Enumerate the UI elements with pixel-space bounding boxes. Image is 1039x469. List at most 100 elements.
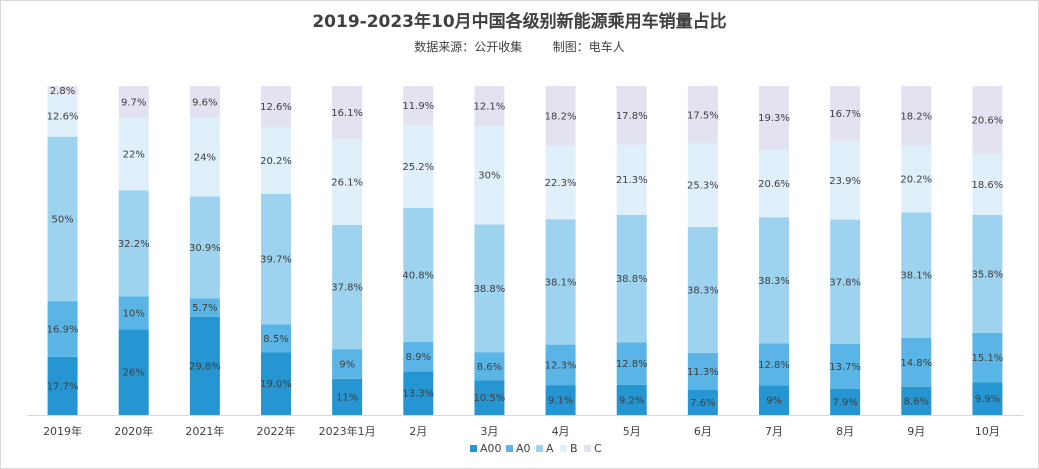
data-label-b-0: 12.6% bbox=[47, 111, 79, 122]
bar-segment-a00-12 bbox=[901, 386, 932, 415]
x-tick-label-8: 5月 bbox=[623, 425, 641, 438]
data-label-a0-7: 12.3% bbox=[545, 360, 577, 371]
data-label-a0-10: 12.8% bbox=[758, 360, 790, 371]
bar-segment-a00-1 bbox=[118, 329, 149, 415]
bars-group bbox=[47, 86, 1003, 415]
legend-swatch-a00 bbox=[470, 445, 477, 452]
data-label-c-12: 18.2% bbox=[900, 111, 932, 122]
data-label-a0-8: 12.8% bbox=[616, 359, 648, 370]
legend: A00 A0 A B C bbox=[470, 442, 602, 455]
bar-segment-b-12 bbox=[901, 145, 932, 213]
data-label-c-11: 16.7% bbox=[829, 109, 861, 120]
bar-segment-a0-5 bbox=[403, 342, 434, 372]
bar-segment-a0-6 bbox=[474, 352, 505, 381]
data-label-a00-6: 10.5% bbox=[474, 393, 506, 404]
data-label-a00-4: 11% bbox=[336, 392, 358, 403]
bar-segment-a00-0 bbox=[47, 356, 78, 415]
bar-segment-a00-3 bbox=[261, 352, 291, 415]
data-label-a-2: 30.9% bbox=[189, 243, 221, 254]
bar-segment-a-7 bbox=[545, 219, 576, 345]
data-label-c-1: 9.7% bbox=[121, 97, 146, 108]
legend-swatch-a0 bbox=[506, 445, 513, 452]
x-tick-label-0: 2019年 bbox=[43, 424, 82, 438]
x-tick-label-11: 8月 bbox=[836, 425, 854, 438]
data-label-a-7: 38.1% bbox=[545, 277, 577, 288]
x-tick-label-12: 9月 bbox=[907, 425, 925, 438]
bar-segment-c-0 bbox=[47, 86, 78, 96]
bar-segment-a00-13 bbox=[972, 382, 1003, 415]
bar-segment-b-13 bbox=[972, 153, 1003, 215]
x-tick-label-3: 2022年 bbox=[257, 424, 296, 438]
data-label-a00-2: 29.8% bbox=[189, 361, 221, 372]
bar-segment-a-4 bbox=[332, 224, 363, 350]
x-tick-label-2: 2021年 bbox=[185, 424, 224, 438]
data-label-c-6: 12.1% bbox=[474, 101, 506, 112]
x-tick-label-4: 2023年1月 bbox=[319, 424, 376, 438]
data-label-b-4: 26.1% bbox=[331, 177, 363, 188]
bar-segment-c-11 bbox=[830, 86, 861, 141]
chart-title: 2019-2023年10月中国各级别新能源乘用车销量占比 bbox=[312, 12, 727, 32]
bar-segment-b-2 bbox=[189, 117, 220, 197]
data-label-a0-0: 16.9% bbox=[47, 324, 79, 335]
bar-segment-c-8 bbox=[616, 86, 647, 145]
data-label-c-4: 16.1% bbox=[331, 108, 363, 119]
data-label-b-5: 25.2% bbox=[402, 162, 434, 173]
bar-segment-b-8 bbox=[616, 144, 647, 215]
data-label-a00-8: 9.2% bbox=[619, 395, 644, 406]
bar-segment-a0-4 bbox=[332, 349, 363, 379]
bar-segment-b-4 bbox=[332, 138, 363, 225]
data-label-a-13: 35.8% bbox=[972, 269, 1004, 280]
x-tick-label-10: 7月 bbox=[765, 425, 783, 438]
data-label-b-6: 30% bbox=[478, 171, 500, 182]
bar-segment-a-1 bbox=[118, 190, 149, 297]
legend-swatch-c bbox=[584, 445, 591, 452]
bar-segment-a00-8 bbox=[616, 384, 647, 415]
data-label-c-5: 11.9% bbox=[402, 101, 434, 112]
data-label-a-1: 32.2% bbox=[118, 239, 150, 250]
x-tick-label-13: 10月 bbox=[975, 425, 1000, 438]
bar-segment-c-3 bbox=[261, 86, 291, 128]
data-label-c-8: 17.8% bbox=[616, 111, 648, 122]
legend-label-a00: A00 bbox=[480, 442, 502, 455]
data-label-a00-13: 9.9% bbox=[975, 394, 1000, 405]
data-label-b-2: 24% bbox=[194, 153, 216, 164]
bar-segment-a00-11 bbox=[830, 389, 861, 415]
bar-segment-b-3 bbox=[261, 127, 291, 194]
data-label-a0-13: 15.1% bbox=[972, 353, 1004, 364]
data-label-a-6: 38.8% bbox=[474, 284, 506, 295]
data-label-c-9: 17.5% bbox=[687, 110, 719, 121]
bar-segment-a00-7 bbox=[545, 385, 576, 415]
source-text: 数据来源：公开收集 bbox=[414, 40, 523, 54]
data-label-a00-1: 26% bbox=[123, 368, 145, 379]
bar-segment-a0-3 bbox=[261, 324, 291, 353]
bar-segment-a0-8 bbox=[616, 342, 647, 385]
bar-segment-c-7 bbox=[545, 86, 576, 146]
bar-segment-c-10 bbox=[759, 86, 789, 150]
bar-segment-c-6 bbox=[474, 86, 505, 126]
data-label-c-3: 12.6% bbox=[260, 102, 292, 113]
data-labels-group: 17.7% 16.9% 50% 12.6% 2.8% 26% 10% 32.2% 22% 9.7%… bbox=[47, 86, 1004, 409]
bar-segment-a-12 bbox=[901, 212, 932, 338]
bar-segment-a-8 bbox=[616, 214, 647, 343]
bar-segment-a00-5 bbox=[403, 371, 434, 415]
bar-segment-a-11 bbox=[830, 219, 861, 344]
legend-label-a0: A0 bbox=[516, 442, 531, 455]
data-label-a0-5: 8.9% bbox=[406, 352, 431, 363]
bar-segment-b-9 bbox=[687, 143, 718, 227]
bar-segment-b-10 bbox=[759, 149, 789, 218]
bar-segment-c-9 bbox=[687, 86, 718, 144]
bar-segment-a0-12 bbox=[901, 337, 932, 387]
bar-segment-a-3 bbox=[261, 193, 291, 325]
data-label-a00-12: 8.6% bbox=[904, 396, 929, 407]
data-label-a0-11: 13.7% bbox=[829, 362, 861, 373]
data-label-a0-2: 5.7% bbox=[192, 303, 217, 314]
bar-segment-a00-4 bbox=[332, 378, 363, 415]
data-label-c-2: 9.6% bbox=[192, 97, 217, 108]
bar-segment-a0-13 bbox=[972, 332, 1003, 383]
bar-segment-a-5 bbox=[403, 207, 434, 343]
data-label-a0-1: 10% bbox=[123, 308, 145, 319]
data-label-b-1: 22% bbox=[123, 150, 145, 161]
data-label-a00-9: 7.6% bbox=[690, 398, 715, 409]
data-label-a-9: 38.3% bbox=[687, 285, 719, 296]
